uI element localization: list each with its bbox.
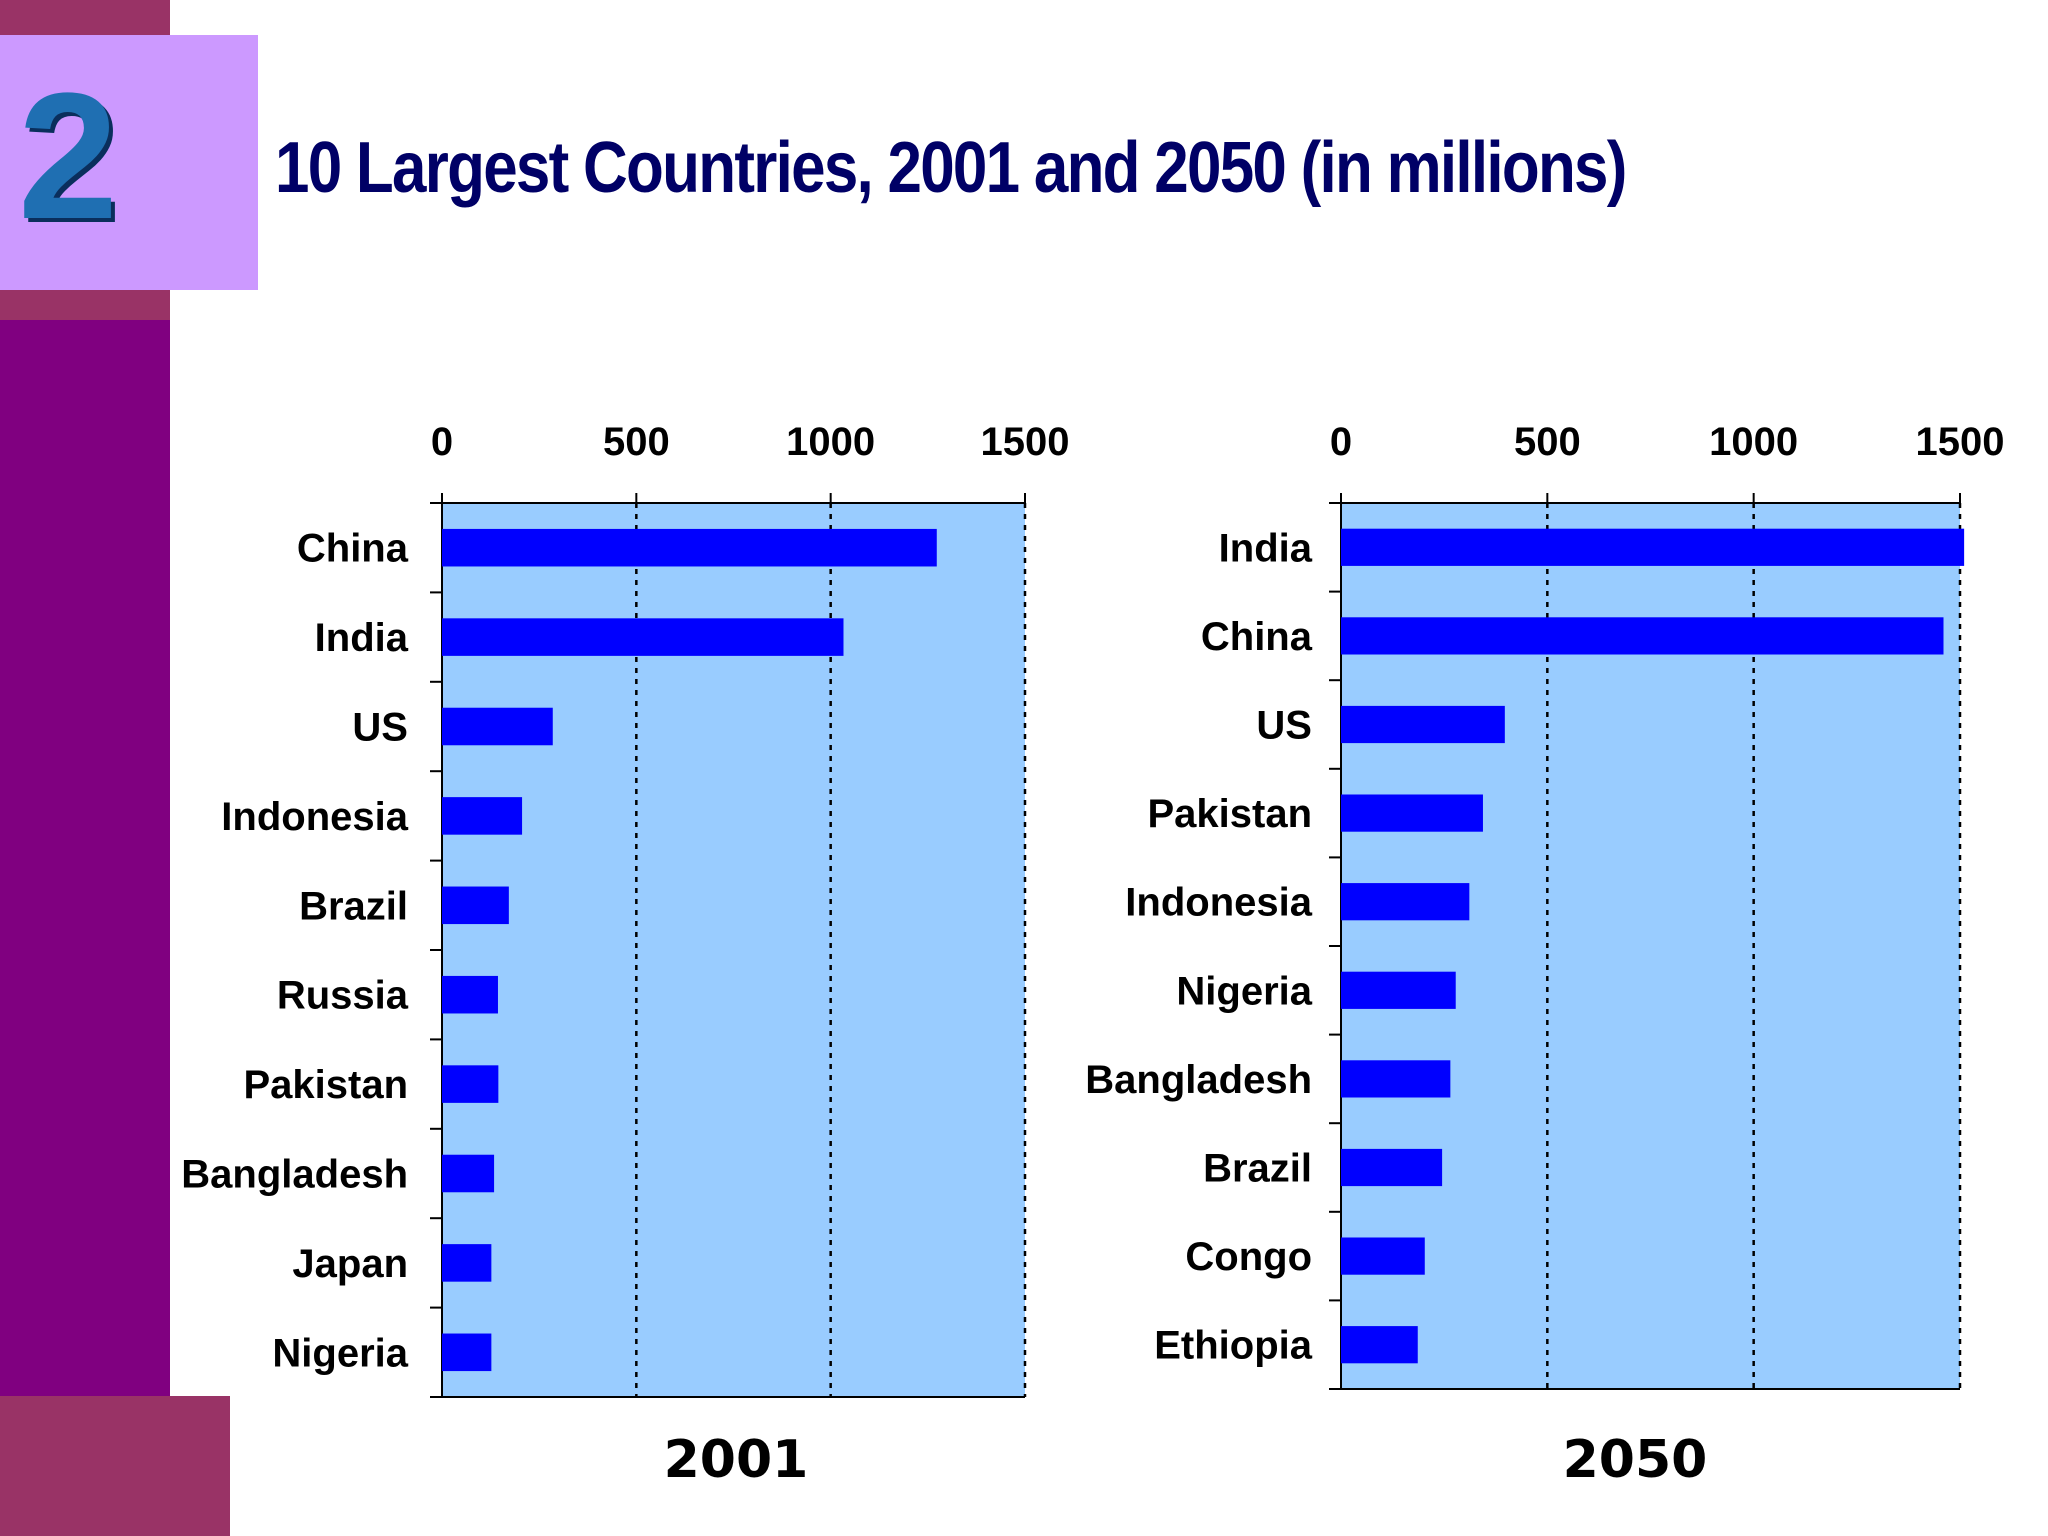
chart-2001-bar — [442, 707, 553, 746]
chart-2001-bar — [442, 1244, 492, 1282]
chart-2050-caption: 2050 — [1562, 1430, 1708, 1490]
chart-2001-category-label: Indonesia — [221, 795, 408, 839]
chart-2001-category-label: Brazil — [299, 884, 408, 928]
chart-2050-category-label: US — [1256, 704, 1312, 748]
chart-2050-category-label: Ethiopia — [1154, 1324, 1313, 1368]
chart-2001-x-tick-label: 0 — [431, 420, 453, 464]
chart-2001-bar — [442, 528, 937, 567]
chart-2050-category-label: Congo — [1185, 1235, 1312, 1279]
chart-2001-x-tick-label: 500 — [603, 420, 670, 464]
middle-accent-band — [0, 290, 170, 320]
chart-2050-bar — [1341, 705, 1505, 744]
top-accent-band — [0, 0, 170, 35]
chart-2001-bar — [442, 975, 498, 1014]
slide-title: 10 Largest Countries, 2001 and 2050 (in … — [275, 128, 1627, 208]
chart-2050-category-label: India — [1219, 526, 1313, 570]
chart-2050-category-label: China — [1201, 615, 1313, 659]
chart-2050-x-tick-label: 500 — [1514, 420, 1581, 464]
chart-2001-bar — [442, 1065, 499, 1103]
chart-2050-x-tick-label: 0 — [1330, 420, 1352, 464]
chart-2001-bar — [442, 797, 523, 835]
slide-number: 2 — [18, 56, 119, 257]
chart-2001-category-label: China — [297, 527, 409, 571]
chart-2001-bar — [442, 886, 509, 925]
chart-2001-category-label: US — [352, 706, 408, 750]
chart-2050-bar — [1341, 794, 1483, 832]
chart-2050-category-label: Brazil — [1203, 1147, 1312, 1191]
chart-2050-bar — [1341, 1237, 1425, 1275]
chart-2050-category-label: Nigeria — [1176, 969, 1312, 1013]
chart-2050-bar — [1341, 883, 1470, 921]
chart-2001-category-label: Japan — [292, 1242, 408, 1286]
chart-2050-bar — [1341, 1148, 1443, 1187]
chart-2001-bar — [442, 1333, 492, 1372]
chart-2001-bar — [442, 618, 844, 656]
chart-2050-category-label: Indonesia — [1125, 881, 1312, 925]
chart-2050-bar — [1341, 1326, 1418, 1364]
bottom-accent-block — [0, 1396, 230, 1536]
chart-2050-category-label: Bangladesh — [1085, 1058, 1312, 1102]
slide-number-box — [0, 35, 258, 290]
chart-2050-x-tick-label: 1000 — [1709, 420, 1798, 464]
chart-2001-x-tick-label: 1000 — [786, 420, 875, 464]
chart-2050-category-label: Pakistan — [1147, 792, 1312, 836]
chart-2050-bar — [1341, 617, 1944, 655]
chart-2001-category-label: India — [315, 616, 409, 660]
chart-2001-category-label: Nigeria — [272, 1331, 408, 1375]
chart-2001-caption: 2001 — [663, 1430, 809, 1490]
chart-2001-category-label: Russia — [277, 974, 409, 1018]
chart-2001-bar — [442, 1154, 495, 1193]
chart-2050-bar — [1341, 971, 1456, 1009]
chart-2050-bar — [1341, 1060, 1451, 1098]
chart-2001-category-label: Pakistan — [243, 1063, 408, 1107]
chart-2050-x-tick-label: 1500 — [1916, 420, 2005, 464]
chart-2001-x-tick-label: 1500 — [981, 420, 1070, 464]
chart-2050-bar — [1341, 528, 1965, 566]
chart-2001-category-label: Bangladesh — [181, 1153, 408, 1197]
